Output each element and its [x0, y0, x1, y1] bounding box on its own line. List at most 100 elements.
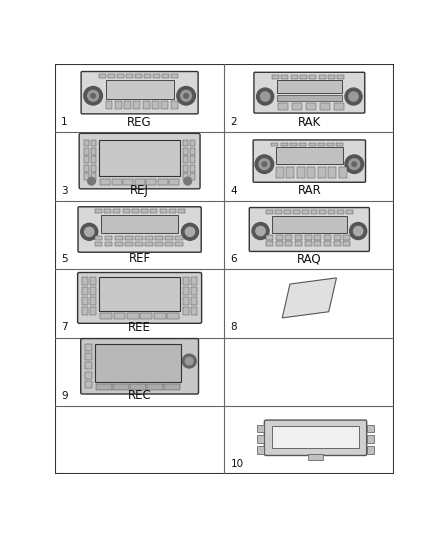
- Bar: [113, 209, 120, 213]
- Bar: [162, 74, 169, 78]
- Text: 1: 1: [61, 117, 67, 127]
- Bar: [147, 384, 163, 390]
- Bar: [337, 75, 344, 79]
- Bar: [96, 384, 112, 390]
- Bar: [100, 179, 110, 185]
- Bar: [161, 101, 168, 109]
- Bar: [339, 167, 346, 178]
- Bar: [183, 297, 189, 305]
- FancyBboxPatch shape: [78, 272, 201, 324]
- Bar: [95, 242, 102, 246]
- Bar: [90, 277, 96, 285]
- Bar: [127, 312, 139, 319]
- Bar: [191, 297, 197, 305]
- Bar: [178, 209, 185, 213]
- Bar: [82, 277, 88, 285]
- Bar: [291, 75, 298, 79]
- Bar: [183, 173, 188, 180]
- Circle shape: [259, 159, 270, 169]
- Bar: [164, 384, 180, 390]
- Bar: [106, 101, 113, 109]
- Bar: [154, 312, 166, 319]
- Bar: [302, 210, 308, 214]
- Bar: [276, 147, 343, 164]
- Bar: [90, 297, 96, 305]
- Bar: [85, 353, 92, 360]
- Bar: [134, 179, 145, 185]
- Bar: [272, 143, 278, 147]
- Bar: [115, 242, 123, 246]
- Bar: [95, 236, 102, 240]
- Bar: [257, 446, 265, 454]
- Bar: [282, 75, 288, 79]
- Bar: [190, 140, 195, 147]
- Circle shape: [345, 155, 364, 173]
- Circle shape: [257, 88, 274, 105]
- Bar: [171, 74, 177, 78]
- Circle shape: [261, 92, 270, 101]
- Circle shape: [85, 227, 94, 237]
- Bar: [328, 167, 336, 178]
- Bar: [183, 287, 189, 295]
- Bar: [91, 173, 96, 180]
- Text: REJ: REJ: [130, 184, 149, 197]
- Bar: [84, 173, 89, 180]
- Circle shape: [181, 91, 191, 101]
- Bar: [292, 103, 302, 110]
- Bar: [82, 297, 88, 305]
- Bar: [183, 140, 188, 147]
- Bar: [99, 140, 180, 176]
- Bar: [124, 101, 131, 109]
- Bar: [191, 277, 197, 285]
- Bar: [299, 143, 306, 147]
- Bar: [343, 241, 350, 246]
- Bar: [152, 101, 159, 109]
- Bar: [183, 307, 189, 315]
- Text: 9: 9: [61, 391, 67, 401]
- Bar: [306, 103, 316, 110]
- Bar: [318, 143, 325, 147]
- Bar: [91, 148, 96, 155]
- Bar: [125, 236, 133, 240]
- Bar: [145, 236, 153, 240]
- Bar: [99, 277, 180, 311]
- Bar: [367, 435, 374, 443]
- Bar: [108, 74, 115, 78]
- Bar: [101, 215, 178, 233]
- Circle shape: [185, 227, 194, 237]
- Circle shape: [345, 88, 362, 105]
- Bar: [99, 74, 106, 78]
- Bar: [115, 236, 123, 240]
- Bar: [90, 287, 96, 295]
- Bar: [106, 80, 174, 99]
- Circle shape: [252, 223, 269, 239]
- Bar: [277, 95, 342, 101]
- Bar: [95, 344, 181, 383]
- Bar: [276, 167, 284, 178]
- Bar: [126, 74, 133, 78]
- Bar: [334, 235, 341, 239]
- Bar: [190, 148, 195, 155]
- Bar: [286, 167, 294, 178]
- Bar: [272, 426, 359, 448]
- Circle shape: [181, 223, 198, 240]
- Bar: [284, 210, 291, 214]
- Text: 10: 10: [231, 459, 244, 469]
- Text: 2: 2: [231, 117, 237, 127]
- Bar: [171, 101, 177, 109]
- Bar: [266, 235, 273, 239]
- Bar: [155, 242, 163, 246]
- Bar: [318, 167, 325, 178]
- Bar: [305, 235, 312, 239]
- Bar: [367, 446, 374, 454]
- Bar: [85, 344, 92, 351]
- Text: 5: 5: [61, 254, 67, 264]
- Circle shape: [350, 223, 367, 239]
- Bar: [105, 242, 113, 246]
- Bar: [293, 210, 300, 214]
- Text: REF: REF: [128, 253, 151, 265]
- Circle shape: [182, 354, 196, 368]
- Circle shape: [349, 92, 358, 101]
- Bar: [272, 75, 279, 79]
- Bar: [309, 75, 316, 79]
